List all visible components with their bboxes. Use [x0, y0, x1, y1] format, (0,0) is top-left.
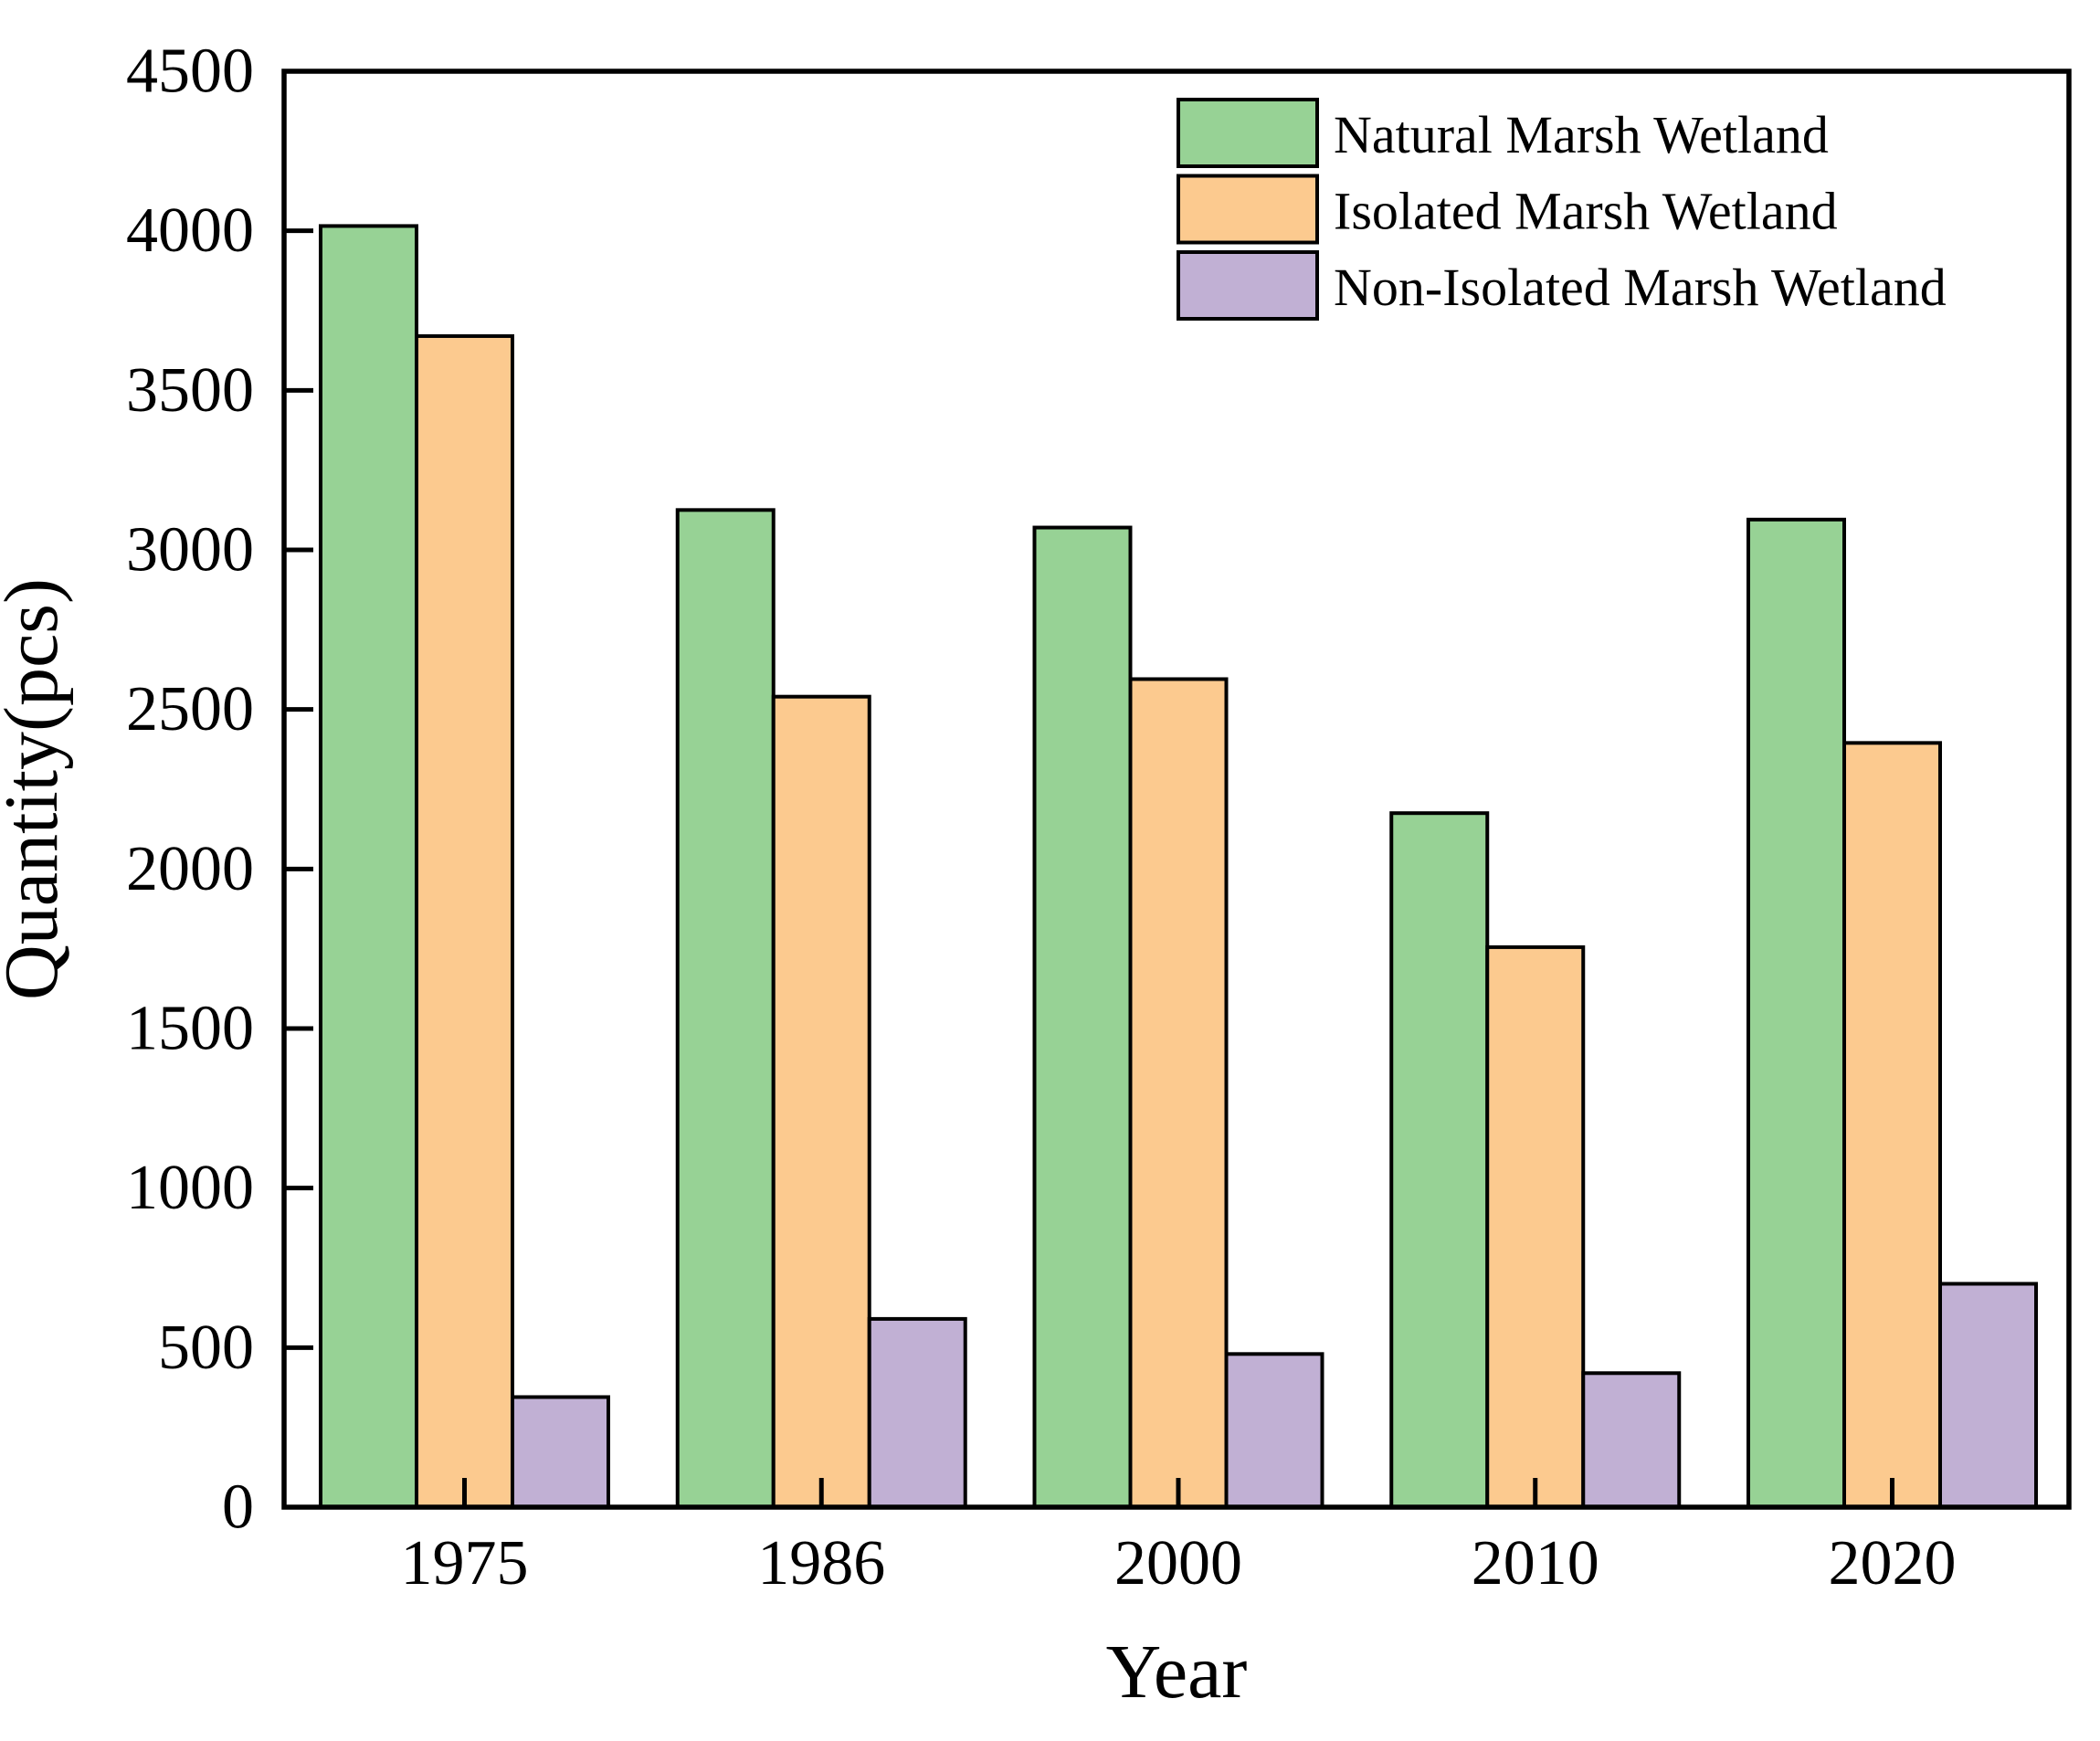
legend-swatch-natural — [1177, 98, 1319, 168]
y-tick-label: 3000 — [126, 515, 254, 586]
y-tick-label: 4500 — [126, 37, 254, 107]
bar-isolated-1986 — [771, 694, 871, 1509]
bar-natural-2000 — [1032, 525, 1133, 1510]
y-tick-label: 3500 — [126, 355, 254, 426]
bar-non-isolated-2010 — [1581, 1371, 1682, 1510]
bar-natural-1986 — [675, 508, 776, 1509]
y-tick-label: 1500 — [126, 994, 254, 1064]
x-axis-title: Year — [1106, 1630, 1248, 1715]
legend-swatch-isolated — [1177, 174, 1319, 245]
bar-natural-1975 — [319, 224, 418, 1510]
ticks-layer — [284, 69, 1894, 1510]
legend-swatch-non-isolated — [1177, 250, 1319, 321]
legend-label-isolated: Isolated Marsh Wetland — [1334, 182, 1838, 241]
bar-isolated-1975 — [415, 333, 514, 1509]
y-tick-label: 0 — [222, 1472, 254, 1543]
bars-layer — [319, 224, 2038, 1510]
bar-non-isolated-2020 — [1938, 1282, 2038, 1510]
bar-non-isolated-2000 — [1224, 1352, 1324, 1509]
legend-label-non-isolated: Non-Isolated Marsh Wetland — [1334, 258, 1947, 317]
y-tick-label: 1000 — [126, 1153, 254, 1223]
y-tick-label: 500 — [158, 1313, 254, 1383]
bar-isolated-2000 — [1128, 677, 1229, 1509]
legend-label-natural: Natural Marsh Wetland — [1334, 105, 1829, 164]
x-tick-label: 2020 — [1829, 1528, 1957, 1599]
x-tick-label: 2010 — [1472, 1528, 1599, 1599]
bar-natural-2020 — [1746, 517, 1846, 1509]
y-axis-title: Quantity(pcs) — [0, 578, 74, 1000]
bar-non-isolated-1975 — [511, 1395, 610, 1509]
bar-isolated-2020 — [1842, 741, 1942, 1509]
x-tick-label: 2000 — [1114, 1528, 1242, 1599]
x-tick-label: 1975 — [401, 1528, 529, 1599]
bar-natural-2010 — [1389, 811, 1490, 1509]
legend: Natural Marsh Wetland Isolated Marsh Wetl… — [1177, 98, 1947, 321]
y-tick-label: 4000 — [126, 195, 254, 266]
x-tick-label: 1986 — [757, 1528, 885, 1599]
y-tick-label: 2500 — [126, 674, 254, 744]
y-tick-label: 2000 — [126, 834, 254, 904]
plot-border — [281, 69, 2072, 1510]
bar-isolated-2010 — [1485, 944, 1586, 1510]
bar-non-isolated-1986 — [867, 1316, 967, 1509]
